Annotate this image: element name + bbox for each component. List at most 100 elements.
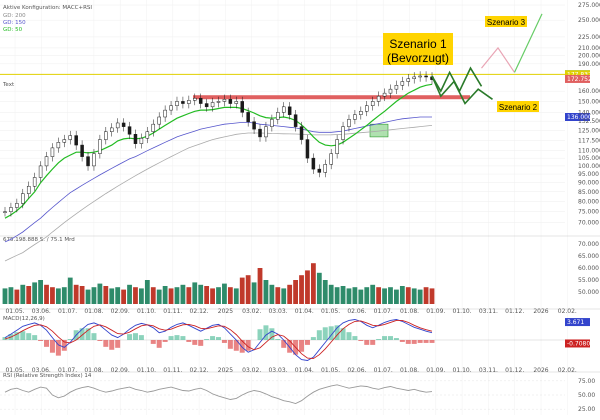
config-label: Aktive Konfiguration: MACC+RSI (3, 5, 92, 11)
macd-histogram-bar (304, 340, 310, 345)
x-tick-label-top: 01.05. (5, 308, 24, 315)
price-tick-label: 70.000 (578, 220, 599, 227)
macd-histogram-bar (299, 340, 305, 352)
macd-histogram-bar (174, 335, 180, 340)
macd-histogram-bar (14, 332, 20, 340)
macd-histogram-bar (192, 340, 198, 345)
volume-bar (245, 275, 251, 304)
rsi-line (4, 384, 433, 404)
volume-bar (322, 280, 328, 304)
macd-histogram-bar (91, 333, 97, 340)
price-tag-box (565, 74, 590, 83)
volume-bar (334, 287, 340, 304)
x-tick-label-bottom: 01.11. (163, 367, 182, 374)
axes: 275.000 250.000 225.000 210.000200.000190.0… (5, 2, 600, 413)
price-candle (151, 123, 156, 132)
price-candle (376, 95, 381, 102)
macd-histogram-bar (103, 340, 109, 347)
x-tick-label-bottom: 01.10. (453, 367, 472, 374)
price-tag-box (565, 70, 590, 79)
szenario1-box (383, 33, 453, 65)
x-tick-label-bottom: 02.02. (558, 367, 577, 374)
price-candle (26, 185, 31, 194)
macd-histogram-bar (162, 340, 168, 342)
price-candle (169, 105, 173, 111)
gd150-label: GD: 150 (3, 20, 26, 26)
price-candle (68, 135, 72, 140)
price-tick-label: 160.000 (578, 88, 600, 95)
volume-bar (352, 287, 358, 304)
x-tick-label-top: 01.04. (295, 308, 314, 315)
macd-histogram-bar (316, 330, 322, 340)
price-candle (323, 164, 327, 173)
price-candle (121, 122, 126, 127)
volume-bar (210, 288, 215, 304)
x-tick-label-bottom: 01.09. (426, 367, 445, 374)
volume-bar (429, 288, 435, 304)
volume-bar (310, 263, 316, 304)
volume-bar (364, 287, 370, 304)
volume-bar (382, 288, 387, 304)
volume-bar (103, 286, 109, 304)
szenario2-text: Szenario 2 (499, 103, 538, 112)
x-tick-label-top: 01.09. (426, 308, 445, 315)
price-tick-label: 85.000 (578, 189, 599, 196)
price-candle (400, 81, 405, 86)
x-tick-label-top: 01.10. (137, 308, 156, 315)
price-candle (276, 112, 280, 120)
price-candle (246, 112, 250, 122)
macd-histogram-bar (340, 328, 346, 340)
macd-histogram-bar (346, 332, 352, 340)
price-candle (293, 114, 298, 127)
szenario1-title: Szenario 1 (389, 37, 447, 51)
rsi-tick-label: 75.00 (578, 378, 595, 385)
volume-bar (293, 280, 298, 304)
volume-bar (251, 282, 257, 304)
macd-histogram-bar (257, 329, 263, 340)
szenario1-label: Szenario 1 (Bevorzugt) (383, 33, 453, 65)
price-candle (370, 101, 375, 106)
macd-histogram-bar (269, 328, 275, 340)
x-tick-label-bottom: 2025 (218, 367, 233, 374)
volume-bar (174, 287, 180, 304)
macd-histogram-bar (376, 339, 382, 340)
rsi-panel (0, 380, 565, 410)
price-candle (204, 103, 209, 108)
macd-histogram-bar (85, 328, 91, 340)
macd-histogram-bar (227, 340, 233, 349)
volume-tick-label: 70.000 (578, 241, 599, 248)
price-candle (115, 122, 120, 129)
volume-bar (411, 288, 417, 304)
price-tick-label: 132.500 (578, 118, 600, 125)
macd-histogram-bar (216, 337, 221, 340)
price-candle (418, 75, 422, 78)
price-tick-label: 140.000 (578, 109, 600, 116)
macd-histogram-bar (210, 336, 216, 340)
price-tick-label: 125.000 (578, 127, 600, 134)
macd-histogram-bar (138, 335, 144, 340)
price-tick-label: 275.000 (578, 2, 600, 9)
gd200-label: GD: 200 (3, 13, 26, 19)
price-candle (311, 157, 316, 170)
text-label: Text (2, 82, 15, 88)
support-box (369, 123, 389, 138)
price-candle (281, 106, 286, 113)
x-tick-label-bottom: 02.06. (347, 367, 366, 374)
macd-histogram-bar (387, 336, 393, 340)
price-candle (252, 121, 256, 130)
x-tick-label-bottom: 01.05. (321, 367, 340, 374)
price-candle (92, 153, 96, 167)
volume-bar (180, 284, 186, 304)
x-tick-label-top: 03.06. (32, 308, 51, 315)
price-candle (424, 75, 428, 78)
price-candle (3, 211, 7, 213)
x-tick-label-bottom: 01.04. (295, 367, 314, 374)
macd-histogram-bar (127, 334, 133, 340)
price-candle (299, 126, 304, 140)
price-candle (388, 88, 393, 94)
price-candle (264, 126, 268, 138)
price-candle (56, 142, 61, 149)
price-candle (74, 135, 78, 146)
x-tick-label-top: 01.07. (58, 308, 77, 315)
